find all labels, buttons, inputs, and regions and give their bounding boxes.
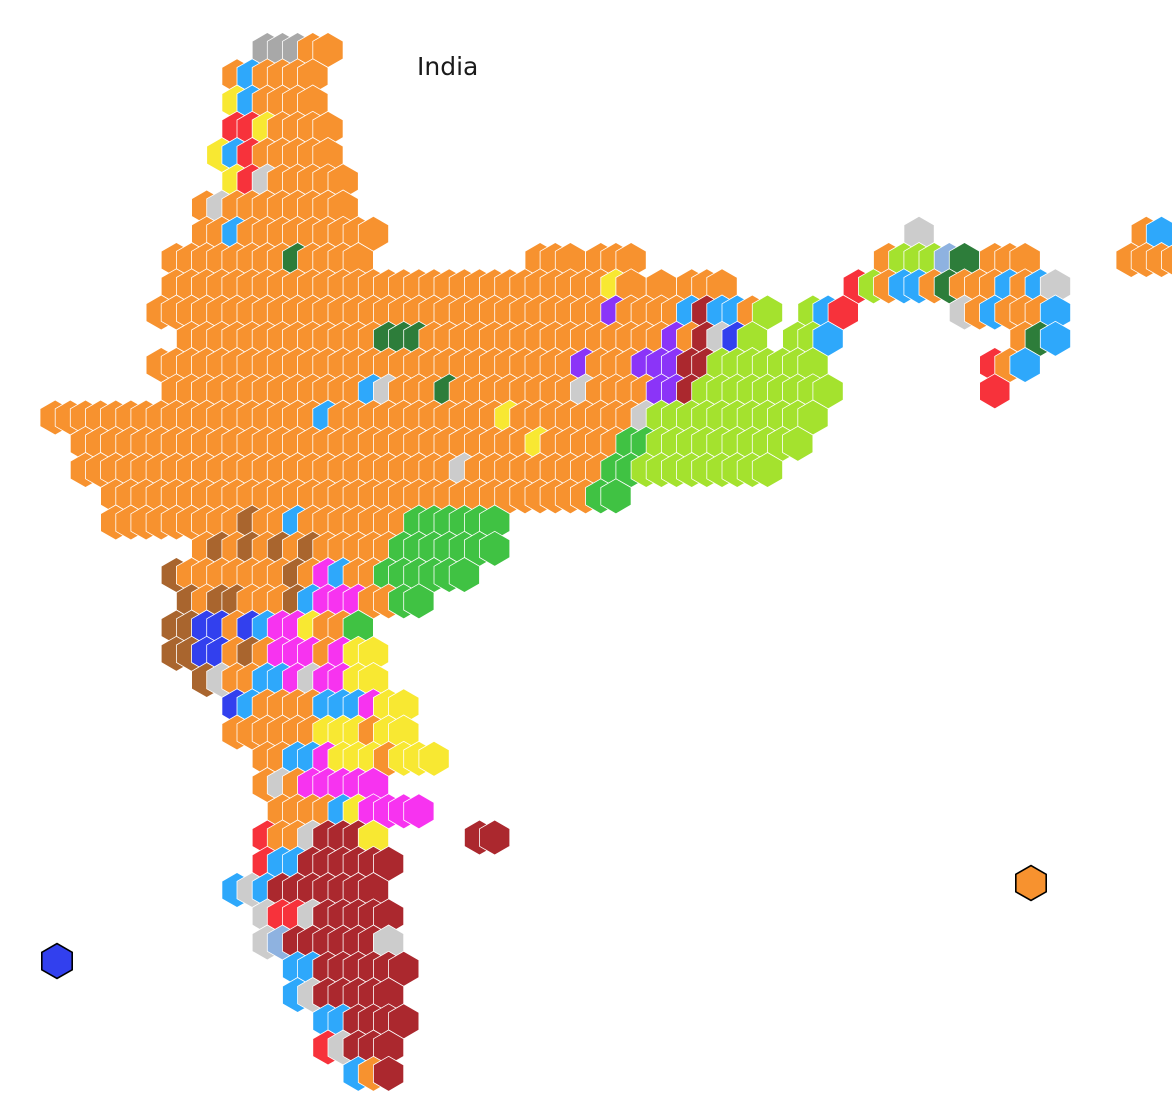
constituency-hex[interactable] <box>479 819 511 856</box>
constituency-hex[interactable] <box>403 583 435 620</box>
constituency-hex[interactable] <box>1039 320 1071 357</box>
constituency-hex[interactable] <box>372 1055 405 1092</box>
constituency-hex[interactable] <box>403 793 435 830</box>
constituency-hexes <box>39 32 1172 1092</box>
constituency-hex[interactable] <box>1161 243 1172 278</box>
constituency-hex[interactable] <box>479 530 511 567</box>
constituency-hex[interactable] <box>600 478 632 515</box>
map-title: India <box>417 52 479 81</box>
constituency-hex[interactable] <box>1009 347 1041 383</box>
constituency-hex[interactable] <box>751 452 783 488</box>
island-hex-lakshadweep[interactable] <box>40 942 73 980</box>
constituency-hex[interactable] <box>418 740 450 777</box>
constituency-hex[interactable] <box>448 557 480 593</box>
island-hex-andaman-nicobar[interactable] <box>1014 864 1047 902</box>
constituency-hex[interactable] <box>782 425 814 462</box>
constituency-hex[interactable] <box>979 373 1011 410</box>
